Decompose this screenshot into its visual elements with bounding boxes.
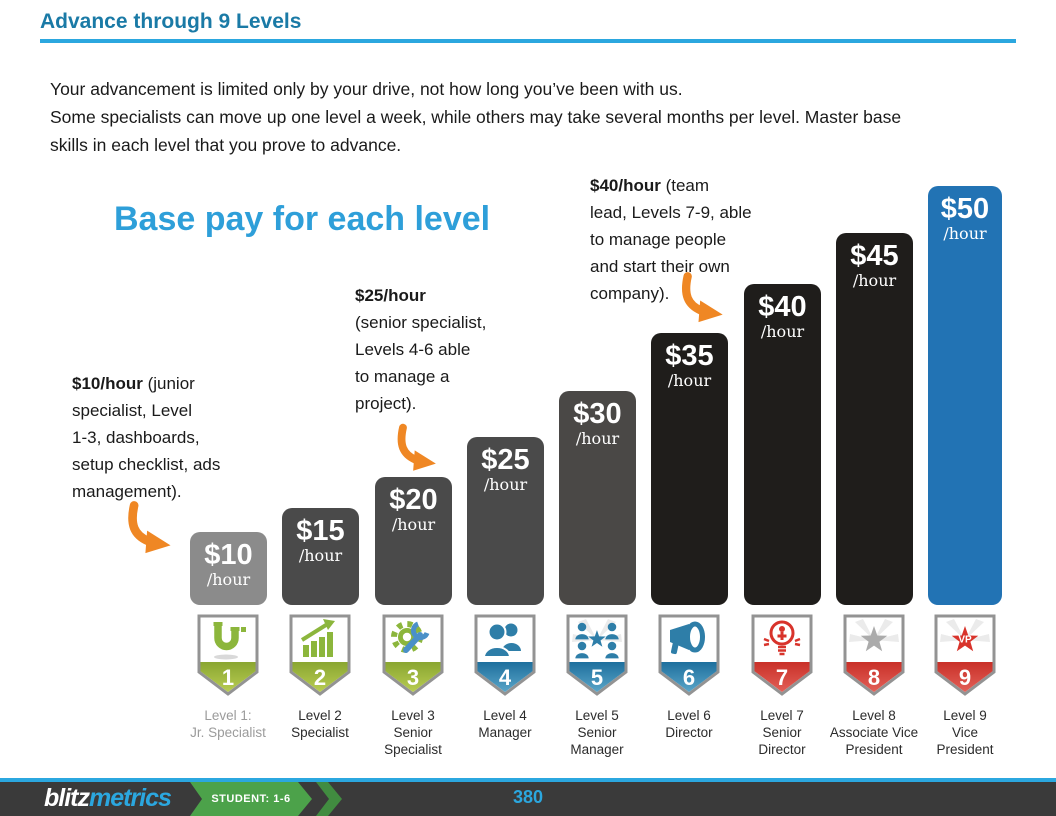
level-badge-5: 5	[566, 614, 628, 703]
pay-bar-level-6: $35/hour	[651, 333, 728, 605]
badge-number: 4	[499, 665, 512, 690]
u-pipe-icon: 1	[197, 614, 259, 696]
bar-per-hour: /hour	[483, 475, 528, 494]
level-badge-6: 6	[658, 614, 720, 703]
badge-label-level-2: Level 2 Specialist	[291, 708, 349, 740]
student-ribbon: STUDENT: 1-6	[190, 782, 312, 816]
annotation-rate: $10/hour	[72, 374, 143, 393]
badge-label-level-1: Level 1: Jr. Specialist	[190, 708, 266, 740]
annotation-junior-specialist: $10/hour (junior specialist, Level 1-3, …	[72, 370, 277, 505]
gear-wrench-icon: 3	[382, 614, 444, 696]
badge-label-level-5: Level 5 Senior Manager	[570, 708, 624, 757]
badge-number: 9	[959, 665, 971, 690]
level-badge-4: 4	[474, 614, 536, 703]
blitzmetrics-logo: blitzmetrics	[44, 784, 172, 813]
megaphone-icon: 6	[658, 614, 720, 696]
curved-arrow-icon	[128, 501, 171, 554]
pay-bar-level-4: $25/hour	[467, 437, 544, 605]
bar-per-hour: /hour	[391, 515, 436, 534]
bar-per-hour: /hour	[575, 429, 620, 448]
logo-metrics: metrics	[89, 784, 172, 812]
bar-per-hour: /hour	[760, 322, 805, 341]
footer-bar: blitzmetrics STUDENT: 1-6 380	[0, 778, 1056, 816]
bar-per-hour: /hour	[298, 546, 343, 565]
pay-bar-level-8: $45/hour	[836, 233, 913, 605]
level-badge-9: VP 9	[934, 614, 996, 703]
badge-label-level-3: Level 3 Senior Specialist	[384, 708, 442, 757]
level-badge-1: 1	[197, 614, 259, 703]
badge-label-level-8: Level 8 Associate Vice President	[829, 708, 919, 757]
level-badge-3: 3	[382, 614, 444, 703]
level-badge-2: 2	[289, 614, 351, 703]
pay-bar-level-7: $40/hour	[744, 284, 821, 605]
badge-label-level-4: Level 4 Manager	[478, 708, 532, 740]
annotation-text: (junior specialist, Level 1-3, dashboard…	[72, 374, 221, 501]
badge-number: 1	[222, 665, 234, 690]
pay-bar-level-1: $10/hour	[190, 532, 267, 605]
page-title: Advance through 9 Levels	[40, 10, 302, 33]
vp-star-icon: VP 9	[934, 614, 996, 696]
bar-price: $50	[940, 193, 990, 225]
two-people-icon: 4	[474, 614, 536, 696]
star-icon: 8	[843, 614, 905, 696]
bar-per-hour: /hour	[667, 371, 712, 390]
page-number: 380	[512, 787, 544, 807]
badge-number: 2	[314, 665, 326, 690]
level-badge-8: 8	[843, 614, 905, 703]
level-badge-7: 7	[751, 614, 813, 703]
growth-chart-icon: 2	[289, 614, 351, 696]
bar-per-hour: /hour	[852, 271, 897, 290]
annotation-text: (team lead, Levels 7-9, able to manage p…	[590, 176, 752, 303]
bar-price: $30	[573, 398, 622, 430]
bar-price: $20	[389, 484, 438, 516]
badge-number: 8	[868, 665, 880, 690]
intro-text: Your advancement is limited only by your…	[50, 79, 902, 155]
badge-number: 3	[407, 665, 419, 690]
annotation-rate: $25/hour	[355, 286, 426, 305]
badge-label-level-7: Level 7 Senior Director	[758, 708, 806, 757]
svg-text:VP: VP	[958, 635, 972, 646]
logo-blitz: blitz	[44, 784, 90, 812]
badge-number: 5	[591, 665, 603, 690]
badge-number: 6	[683, 665, 695, 690]
bar-price: $25	[481, 444, 530, 476]
idea-bulb-icon: 7	[751, 614, 813, 696]
team-star-icon: 5	[566, 614, 628, 696]
bar-price: $45	[850, 240, 899, 272]
curved-arrow-icon	[397, 423, 436, 471]
annotation-text: (senior specialist, Levels 4-6 able to m…	[355, 313, 487, 413]
annotation-rate: $40/hour	[590, 176, 661, 195]
pay-bar-level-9: $50/hour	[928, 186, 1002, 605]
bar-price: $40	[758, 291, 807, 323]
pay-bar-level-2: $15/hour	[282, 508, 359, 605]
badge-label-level-9: Level 9 Vice President	[936, 708, 994, 757]
pay-bar-level-3: $20/hour	[375, 477, 452, 605]
annotation-team-lead: $40/hour (team lead, Levels 7-9, able to…	[590, 172, 800, 307]
curved-arrow-icon	[681, 272, 723, 323]
title-underline	[40, 39, 1016, 43]
bar-per-hour: /hour	[943, 224, 987, 243]
bar-price: $10	[204, 539, 253, 571]
bar-per-hour: /hour	[206, 570, 251, 589]
chart-heading: Base pay for each level	[114, 200, 491, 238]
bar-price: $35	[665, 340, 714, 372]
bar-price: $15	[296, 515, 345, 547]
annotation-senior-specialist: $25/hour (senior specialist, Levels 4-6 …	[355, 282, 550, 417]
pay-bar-level-5: $30/hour	[559, 391, 636, 605]
badge-label-level-6: Level 6 Director	[665, 708, 713, 740]
badge-number: 7	[776, 665, 788, 690]
